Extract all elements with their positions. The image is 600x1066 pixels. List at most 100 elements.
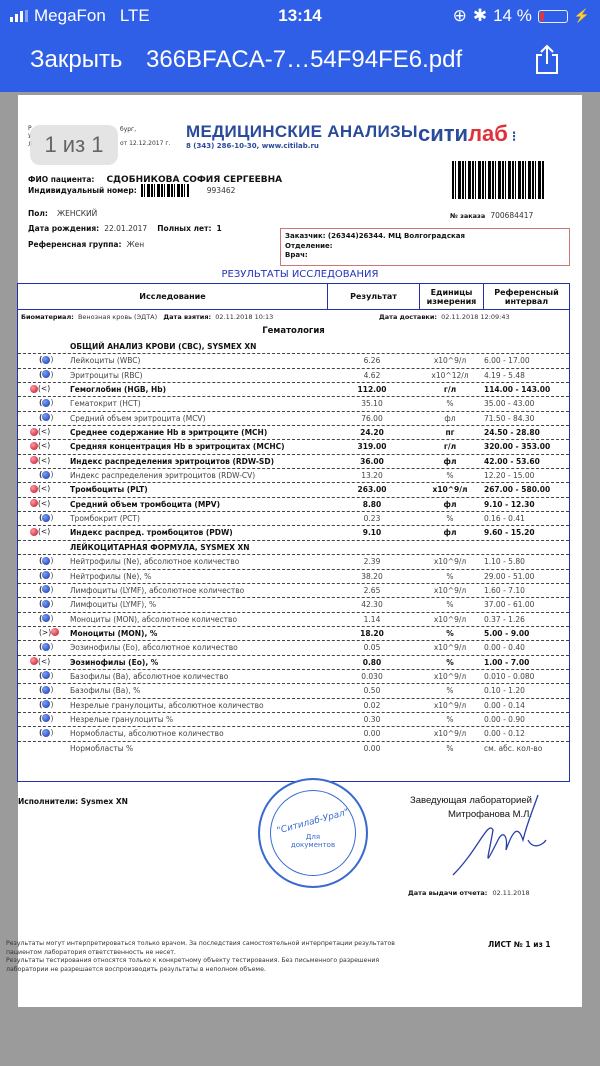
flag: (<) [30, 499, 60, 508]
flag: (<) [30, 657, 60, 666]
test-name: Индекс распределения эритроцитов (RDW-CV… [70, 471, 256, 481]
test-unit: x10^9/л [433, 585, 467, 595]
test-result: 319.00 [357, 442, 387, 452]
test-result: 6.26 [363, 356, 381, 366]
test-unit: фл [443, 499, 457, 509]
table-row: (<) Эозинофилы (Eo), % 0.80% 1.00 - 7.00 [18, 656, 569, 670]
share-icon[interactable] [534, 44, 560, 74]
normal-flag-icon [42, 355, 51, 364]
page-indicator: 1 из 1 [30, 125, 118, 165]
low-flag-icon [30, 441, 38, 450]
flag: () [39, 670, 54, 680]
low-flag-icon [30, 456, 38, 465]
bluetooth-icon: ✱ [472, 6, 488, 25]
test-unit: пг [445, 428, 455, 438]
table-row: (<) Тромбоциты (PLT) 263.00 x10^9/л 267.00 -… [18, 483, 569, 498]
normal-flag-icon [42, 556, 51, 565]
test-name: Индекс распределения эритроцитов (RDW-SD… [70, 456, 274, 466]
test-reference: 42.00 - 53.60 [484, 456, 540, 466]
flag: () [39, 685, 54, 695]
normal-flag-icon [42, 642, 51, 651]
close-button[interactable]: Закрыть [30, 46, 123, 73]
col-test: Исследование [18, 284, 327, 310]
header-fragment: У [28, 133, 32, 140]
table-row: () Нейтрофилы (Ne), абсолютное количество… [18, 555, 569, 570]
stamp: "Ситилаб-Урал" Для документов [258, 778, 368, 888]
ref-group: Жен [126, 240, 145, 249]
table-row: (<) Средний объем тромбоцита (MPV) 8.80 фл 9… [18, 498, 569, 513]
test-name: Эозинофилы (Eo), % [70, 657, 159, 667]
sex: ЖЕНСКИЙ [57, 209, 98, 218]
test-unit: x10^9/л [433, 700, 467, 710]
test-result: 0.00 [363, 743, 381, 753]
test-reference: 0.00 - 0.12 [484, 729, 525, 739]
test-result: 112.00 [357, 385, 387, 395]
test-reference: 0.16 - 0.41 [484, 514, 525, 524]
test-name: Нормобласты % [70, 743, 134, 753]
low-flag-icon [30, 657, 38, 666]
flag: () [39, 728, 54, 738]
test-name: Моноциты (MON), % [70, 628, 158, 638]
issue-label: Дата выдачи отчета: [408, 889, 488, 897]
age-label: Полных лет: [157, 224, 212, 233]
test-unit: x10^9/л [433, 671, 467, 681]
test-reference: 9.60 - 15.20 [484, 528, 535, 538]
test-result: 18.20 [360, 628, 384, 638]
test-name: Нормобласты, абсолютное количество [70, 729, 224, 739]
test-unit: % [446, 514, 454, 524]
table-row: () Незрелые гранулоциты % 0.30% 0.00 - 0.90 [18, 713, 569, 728]
test-reference: 24.50 - 28.80 [484, 428, 540, 438]
signal-icon [10, 10, 28, 22]
flag: () [39, 470, 54, 480]
test-reference: 0.00 - 0.14 [484, 700, 525, 710]
test-name: Средний объем эритроцита (MCV) [70, 413, 206, 423]
test-result: 38.20 [361, 571, 383, 581]
brand-contacts: 8 (343) 286-10-30, www.citilab.ru [186, 142, 319, 150]
test-result: 0.05 [363, 643, 381, 653]
order-label: № заказа [450, 212, 486, 220]
test-result: 0.00 [363, 729, 381, 739]
test-result: 0.50 [363, 686, 381, 696]
flag: () [39, 699, 54, 709]
test-name: Нейтрофилы (Ne), % [70, 571, 152, 581]
dob-label: Дата рождения: [28, 224, 100, 233]
pdf-page[interactable]: Р бург, У Л от 12.12.2017 г. МЕДИЦИНСКИЕ… [6, 95, 582, 1007]
test-unit: x10^9/л [432, 485, 468, 495]
test-name: Индекс распред. тромбоцитов (PDW) [70, 528, 233, 538]
flag: () [39, 599, 54, 609]
test-unit: % [446, 743, 454, 753]
test-unit: % [446, 686, 454, 696]
test-name: Незрелые гранулоциты % [70, 714, 174, 724]
test-result: 2.39 [363, 557, 381, 567]
test-reference: 12.20 - 15.00 [484, 471, 535, 481]
disclaimer: Результаты могут интерпретироваться толь… [6, 940, 395, 973]
test-unit: % [446, 399, 454, 409]
normal-flag-icon [42, 413, 51, 422]
normal-flag-icon [42, 714, 51, 723]
patient-name-label: ФИО пациента: [28, 175, 95, 184]
test-result: 42.30 [361, 600, 383, 610]
section-title: Гематология [262, 326, 325, 336]
test-result: 4.62 [363, 370, 381, 380]
test-result: 1.14 [363, 614, 381, 624]
test-reference: 267.00 - 580.00 [484, 485, 551, 495]
test-reference: 35.00 - 43.00 [484, 399, 535, 409]
flag: () [39, 584, 54, 594]
test-unit: % [446, 628, 454, 638]
test-reference: 5.00 - 9.00 [484, 628, 530, 638]
high-flag-icon [51, 628, 60, 637]
table-row: () Базофилы (Ba), % 0.50% 0.10 - 1.20 [18, 684, 569, 699]
table-row: () Эритроциты (RBC) 4.62 x10^12/л 4.19 - 5.4… [18, 369, 569, 384]
table-row: (>) Моноциты (MON), % 18.20% 5.00 - 9.00 [18, 627, 569, 642]
test-reference: 320.00 - 353.00 [484, 442, 551, 452]
test-reference: 1.60 - 7.10 [484, 585, 525, 595]
top-bar: MegaFon LTE 13:14 ⊕ ✱ 14 % ⚡ Закрыть 366… [0, 0, 600, 92]
network-type: LTE [119, 6, 150, 25]
test-name: Тромбоциты (PLT) [70, 485, 148, 495]
col-reference: Референсный интервал [483, 284, 569, 310]
test-unit: x10^9/л [433, 643, 467, 653]
customer-box: Заказчик: (26344)26344. МЦ Волгоградская… [280, 228, 570, 266]
results-title: РЕЗУЛЬТАТЫ ИССЛЕДОВАНИЯ [221, 269, 379, 280]
table-row: () Индекс распределения эритроцитов (RDW-… [18, 469, 569, 484]
panel-header: ОБЩИЙ АНАЛИЗ КРОВИ (CBC), SYSMEX XN [18, 340, 569, 355]
